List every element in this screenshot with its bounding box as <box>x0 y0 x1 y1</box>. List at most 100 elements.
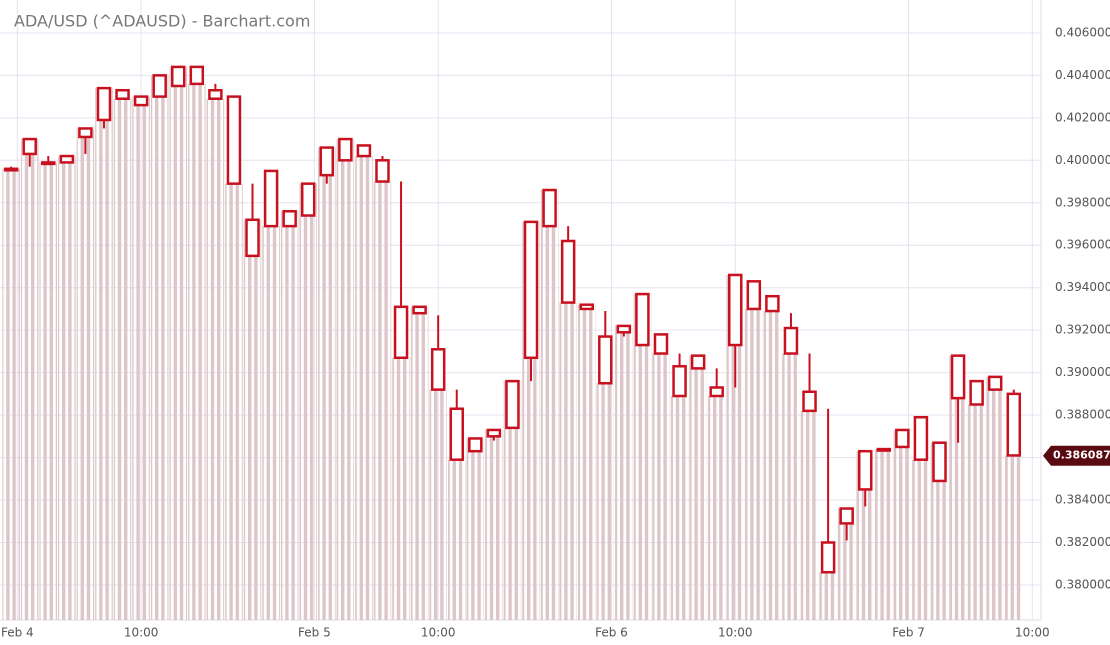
candle-body <box>523 220 539 360</box>
candle-body <box>690 354 706 370</box>
close-bar <box>429 389 447 620</box>
close-bar <box>262 226 280 621</box>
close-bar <box>856 451 875 620</box>
y-tick-label: 0.382000 <box>1055 535 1110 549</box>
x-tick-label: Feb 4 <box>1 626 34 640</box>
candle-body <box>338 137 353 162</box>
y-tick-label: 0.380000 <box>1055 577 1110 591</box>
close-bar <box>726 274 745 620</box>
last-price-tag <box>1043 445 1110 466</box>
x-tick-label: Feb 5 <box>298 626 331 640</box>
candle-body <box>765 294 780 313</box>
candle-body <box>672 365 687 398</box>
candle-body <box>820 541 836 574</box>
close-bar <box>800 410 819 620</box>
x-tick-label: 10:00 <box>718 626 753 640</box>
x-tick-label: 10:00 <box>124 626 159 640</box>
candle-body <box>449 407 465 461</box>
candle-body <box>115 88 130 100</box>
candle-body <box>486 428 502 438</box>
candle-body <box>468 437 483 453</box>
candle-body <box>430 348 446 391</box>
candle-body <box>969 379 984 406</box>
close-bar <box>596 383 615 620</box>
candle-body <box>857 449 873 491</box>
candle-body <box>133 95 149 107</box>
close-bar <box>169 66 188 621</box>
candle-body <box>22 137 37 156</box>
candle-body <box>96 86 112 122</box>
y-tick-label: 0.394000 <box>1055 280 1110 294</box>
y-tick-label: 0.398000 <box>1055 195 1110 209</box>
x-tick-label: 10:00 <box>1015 626 1050 640</box>
close-bar <box>299 183 317 621</box>
candle-body <box>783 326 799 355</box>
candle-body <box>208 88 223 100</box>
candle-body <box>635 292 650 347</box>
candle-body <box>319 146 335 177</box>
candle-body <box>282 210 297 228</box>
close-bar <box>986 376 1004 620</box>
y-tick-label: 0.396000 <box>1055 238 1110 252</box>
candle-body <box>393 305 409 360</box>
close-bar <box>150 75 169 620</box>
candle-body <box>598 335 613 385</box>
close-bar <box>949 355 967 620</box>
y-tick-label: 0.400000 <box>1055 153 1110 167</box>
close-bar <box>577 304 596 620</box>
close-bar <box>930 442 949 620</box>
candle-body <box>932 441 947 483</box>
close-bar <box>76 128 95 620</box>
candle-body <box>412 305 427 315</box>
candle-body <box>987 375 1003 391</box>
candle-body <box>356 144 372 158</box>
y-tick-label: 0.384000 <box>1055 493 1110 507</box>
close-bar <box>392 357 410 620</box>
close-bar <box>466 438 485 620</box>
candle-body <box>616 324 632 334</box>
candle-body <box>542 188 557 228</box>
candle-body <box>59 154 75 164</box>
close-bar <box>132 96 150 620</box>
candle-body <box>245 218 260 258</box>
close-bar <box>20 139 39 620</box>
candle-body <box>728 273 743 347</box>
close-bar <box>670 395 689 620</box>
candle-body <box>653 333 669 355</box>
close-bar <box>763 311 782 620</box>
close-bar <box>336 139 355 620</box>
candle-body <box>895 428 910 449</box>
close-bar <box>95 88 113 620</box>
candle-body <box>189 65 205 86</box>
close-bar <box>540 190 559 620</box>
close-bar <box>39 162 58 620</box>
close-bar <box>893 429 912 620</box>
y-tick-label: 0.388000 <box>1055 408 1110 422</box>
close-bar <box>652 353 670 620</box>
candle-body <box>226 95 242 185</box>
candle-body <box>579 303 594 311</box>
close-bar <box>707 395 726 620</box>
close-bar <box>113 98 132 620</box>
close-bar <box>447 459 466 620</box>
close-bar <box>503 381 522 620</box>
candle-body <box>78 127 93 139</box>
candle-body <box>950 354 966 400</box>
candle-body <box>375 159 390 183</box>
candle-body <box>505 379 520 430</box>
x-tick-label: 10:00 <box>421 626 456 640</box>
close-bar <box>559 302 577 620</box>
candle-body <box>802 390 817 413</box>
close-bar <box>317 147 336 621</box>
y-tick-label: 0.392000 <box>1055 323 1110 337</box>
close-bar <box>58 156 76 620</box>
candle-body <box>913 415 929 461</box>
close-bar <box>633 294 652 620</box>
close-bar <box>280 211 299 620</box>
close-bar <box>1004 455 1023 620</box>
y-tick-label: 0.402000 <box>1055 110 1110 124</box>
close-bar <box>745 308 763 620</box>
close-bar <box>225 183 243 621</box>
